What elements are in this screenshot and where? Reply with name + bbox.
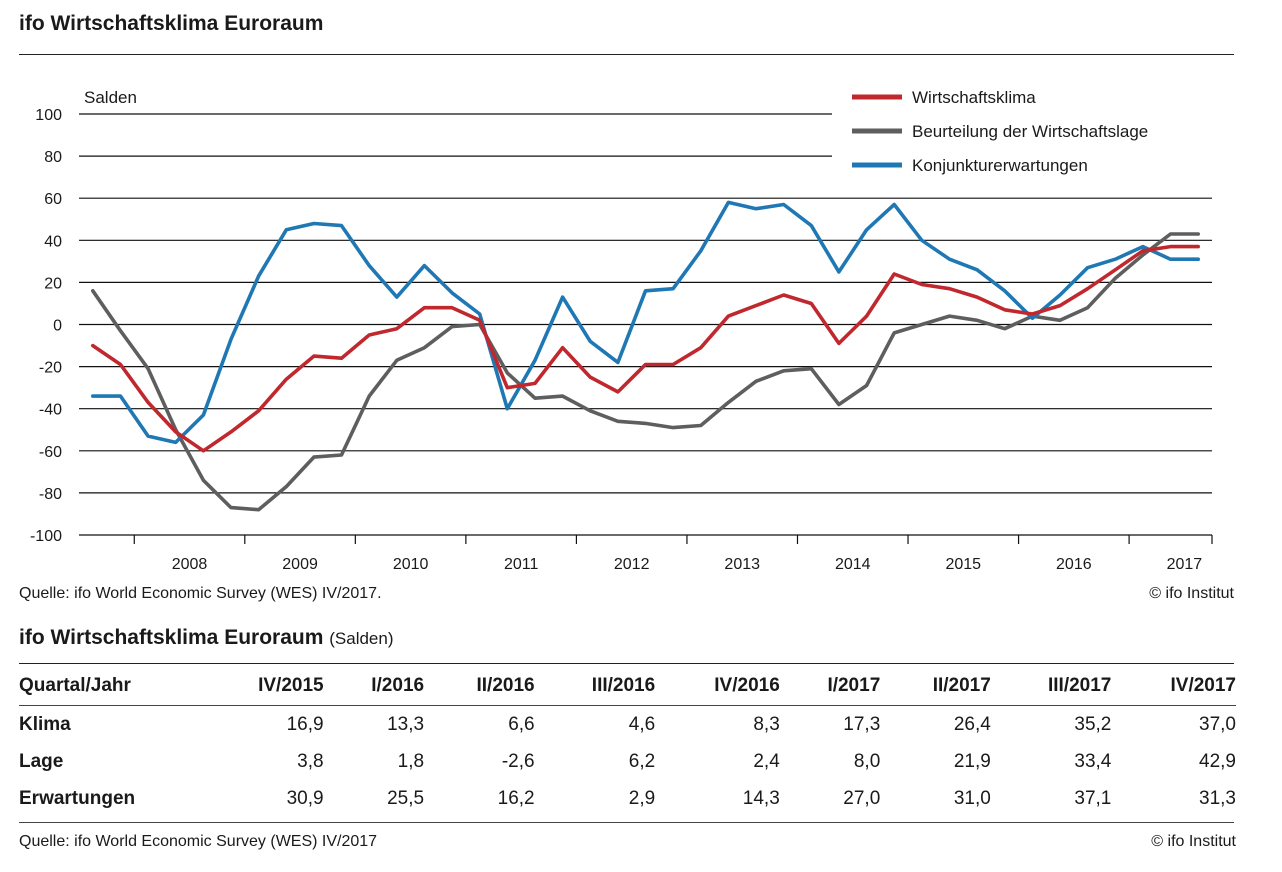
y-tick-label: -20 <box>39 360 62 377</box>
table-copyright: © ifo Institut <box>1151 833 1236 850</box>
table-header-label: Quartal/Jahr <box>19 675 131 696</box>
y-axis: 100 80 60 40 20 0 -20 -40 -60 -80 -100 <box>30 107 62 545</box>
chart-lines <box>91 200 1200 512</box>
y-tick-label: 80 <box>44 149 62 166</box>
x-tick-label: 2013 <box>724 556 760 573</box>
table-cell: 6,2 <box>628 750 656 772</box>
table-cell: 8,3 <box>753 713 780 735</box>
table-cell: 33,4 <box>1074 750 1112 772</box>
table-cell: 6,6 <box>508 713 535 735</box>
table-cell: 14,3 <box>742 787 780 809</box>
table-cell: 2,4 <box>753 750 780 772</box>
table-cell: -2,6 <box>501 750 535 772</box>
table-cell: 37,1 <box>1074 787 1112 809</box>
table-title-text: ifo Wirtschaftsklima Euroraum <box>19 626 324 649</box>
table-cell: 8,0 <box>853 750 881 772</box>
table-header-cell: I/2017 <box>827 675 881 696</box>
table-title: ifo Wirtschaftsklima Euroraum (Salden) <box>19 626 394 650</box>
y-tick-label: 0 <box>53 318 62 335</box>
table-header-cell: II/2016 <box>476 675 535 696</box>
legend-label: Konjunkturerwartungen <box>912 156 1088 175</box>
table-body: Klima 16,9 13,3 6,6 4,6 8,3 17,3 26,4 35,2 37,0 La… <box>19 706 1236 818</box>
table-header-cell: IV/2016 <box>714 675 780 696</box>
x-tick-label: 2017 <box>1167 556 1203 573</box>
chart-title: ifo Wirtschaftsklima Euroraum <box>19 12 324 35</box>
x-tick-label: 2009 <box>282 556 318 573</box>
x-tick-label: 2015 <box>945 556 981 573</box>
table-top-rule <box>19 663 1234 664</box>
table-row: Erwartungen 30,9 25,5 16,2 2,9 14,3 27,0 31,0 37… <box>19 780 1236 817</box>
y-tick-label: 60 <box>44 191 62 208</box>
table-header-cell: II/2017 <box>932 675 991 696</box>
row-label: Lage <box>19 750 64 772</box>
x-tick-label: 2010 <box>393 556 429 573</box>
table-cell: 27,0 <box>843 787 881 809</box>
table-cell: 42,9 <box>1199 750 1236 772</box>
table-row: Lage 3,8 1,8 -2,6 6,2 2,4 8,0 21,9 33,4 42,9 <box>19 743 1236 780</box>
legend-label: Wirtschaftsklima <box>912 88 1036 107</box>
table-header-row: Quartal/Jahr IV/2015 I/2016 II/2016 III/2016… <box>19 667 1236 706</box>
y-tick-label: 20 <box>44 275 62 292</box>
table-cell: 31,3 <box>1199 787 1236 809</box>
chart-legend: Wirtschaftsklima Beurteilung der Wirtscha… <box>852 88 1148 175</box>
table-cell: 30,9 <box>286 787 324 809</box>
table-subtitle: (Salden) <box>329 629 394 648</box>
line-chart: 100 80 60 40 20 0 -20 -40 -60 -80 -100 2008 2009 201… <box>30 88 1213 573</box>
table-header-cell: IV/2017 <box>1170 675 1237 696</box>
table-cell: 31,0 <box>953 787 991 809</box>
y-tick-label: -100 <box>30 528 62 545</box>
table-header-cell: III/2016 <box>591 675 656 696</box>
table-header-cell: III/2017 <box>1047 675 1112 696</box>
table-cell: 3,8 <box>297 750 324 772</box>
chart-grid <box>79 113 1212 536</box>
title-divider <box>19 54 1234 55</box>
table-cell: 21,9 <box>953 750 991 772</box>
y-tick-label: -60 <box>39 444 62 461</box>
table-header-cell: I/2016 <box>371 675 425 696</box>
table-cell: 2,9 <box>628 787 656 809</box>
chart-copyright: © ifo Institut <box>1149 585 1234 602</box>
table-cell: 35,2 <box>1074 713 1112 735</box>
row-label: Klima <box>19 713 71 735</box>
table-cell: 1,8 <box>397 750 425 772</box>
table-cell: 13,3 <box>387 713 425 735</box>
y-axis-label: Salden <box>84 88 137 107</box>
table-header-cell: IV/2015 <box>258 675 324 696</box>
table-cell: 17,3 <box>843 713 881 735</box>
table-cell: 25,5 <box>387 787 425 809</box>
table-cell: 26,4 <box>953 713 991 735</box>
legend-label: Beurteilung der Wirtschaftslage <box>912 122 1148 141</box>
y-tick-label: -40 <box>39 402 62 419</box>
y-tick-label: 40 <box>44 233 62 250</box>
data-table: Quartal/Jahr IV/2015 I/2016 II/2016 III/2016… <box>19 667 1236 817</box>
x-tick-label: 2012 <box>614 556 650 573</box>
table-row: Klima 16,9 13,3 6,6 4,6 8,3 17,3 26,4 35,2 37,0 <box>19 706 1236 744</box>
series-line <box>91 200 1200 445</box>
row-label: Erwartungen <box>19 787 136 809</box>
table-cell: 16,2 <box>497 787 535 809</box>
x-tick-label: 2011 <box>504 556 539 573</box>
x-tick-label: 2008 <box>172 556 208 573</box>
series-line <box>91 232 1200 512</box>
table-cell: 37,0 <box>1199 713 1236 735</box>
y-tick-label: 100 <box>35 107 62 124</box>
table-cell: 4,6 <box>628 713 656 735</box>
x-axis: 2008 2009 2010 2011 2012 2013 2014 2015 2016 2017 <box>133 535 1213 573</box>
x-tick-label: 2014 <box>835 556 871 573</box>
chart-source: Quelle: ifo World Economic Survey (WES) … <box>19 585 382 602</box>
table-source: Quelle: ifo World Economic Survey (WES) … <box>19 833 378 850</box>
table-cell: 16,9 <box>286 713 324 735</box>
x-tick-label: 2016 <box>1056 556 1092 573</box>
y-tick-label: -80 <box>39 486 62 503</box>
table-bottom-rule <box>19 822 1234 823</box>
series-line <box>91 244 1200 453</box>
